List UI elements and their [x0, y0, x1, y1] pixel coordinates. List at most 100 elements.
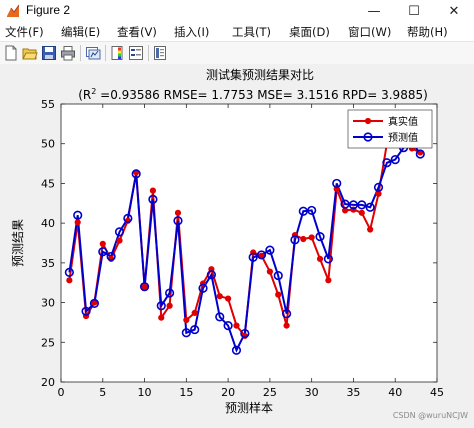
point-predicted [290, 235, 300, 245]
point-predicted [240, 328, 250, 339]
print-icon[interactable] [60, 45, 76, 61]
point-predicted [139, 282, 150, 292]
point-actual [74, 219, 81, 226]
y-tick-label: 25 [41, 336, 55, 349]
y-tick-label: 35 [41, 257, 55, 270]
maximize-button[interactable]: ☐ [408, 3, 420, 19]
title-bar: Figure 2 — ☐ ✕ [0, 0, 474, 23]
point-predicted [265, 245, 275, 255]
point-predicted [73, 210, 83, 220]
point-actual [316, 255, 324, 262]
point-actual [183, 316, 190, 324]
menu-window[interactable]: 窗口(W) [348, 25, 392, 39]
point-predicted [131, 169, 141, 179]
menu-help[interactable]: 帮助(H) [407, 25, 448, 39]
menu-bar: 文件(F) 编辑(E) 查看(V) 插入(I) 工具(T) 桌面(D) 窗口(W… [0, 22, 474, 41]
point-actual [216, 293, 223, 300]
point-predicted [165, 288, 175, 298]
point-predicted [248, 252, 258, 262]
point-predicted [340, 199, 350, 209]
window-title: Figure 2 [26, 3, 71, 17]
point-actual [191, 309, 198, 316]
point-predicted [123, 213, 133, 223]
point-predicted [231, 345, 242, 355]
point-predicted [307, 205, 317, 216]
menu-desktop[interactable]: 桌面(D) [289, 25, 330, 39]
x-tick-label: 0 [58, 386, 65, 399]
y-tick-label: 45 [41, 177, 55, 190]
x-tick-label: 30 [305, 386, 319, 399]
point-predicted [89, 298, 100, 308]
point-predicted [298, 206, 308, 216]
point-predicted [390, 154, 400, 165]
menu-file[interactable]: 文件(F) [5, 25, 44, 39]
point-predicted [365, 202, 375, 212]
point-predicted [215, 312, 225, 322]
point-actual [308, 234, 315, 241]
point-predicted [373, 182, 384, 192]
point-predicted [223, 321, 233, 331]
point-actual [166, 302, 173, 309]
point-predicted [106, 251, 116, 262]
point-predicted [114, 227, 125, 237]
point-actual [300, 235, 307, 243]
x-tick-label: 45 [430, 386, 444, 399]
point-actual [158, 314, 165, 321]
matlab-figure-icon [7, 4, 20, 17]
legend-box [347, 109, 433, 149]
minimize-button[interactable]: — [367, 3, 381, 19]
chart-subtitle: (R2 =0.93586 RMSE= 1.7753 MSE= 3.1516 RP… [78, 87, 428, 102]
x-tick-label: 35 [346, 386, 360, 399]
chart-title: 测试集预测结果对比 [206, 67, 314, 82]
menu-view[interactable]: 查看(V) [117, 25, 157, 39]
point-actual [141, 283, 148, 290]
new-figure-icon[interactable] [3, 45, 19, 61]
menu-edit[interactable]: 编辑(E) [61, 25, 101, 39]
point-predicted [148, 194, 158, 204]
plot-frame [60, 103, 438, 383]
point-predicted [256, 250, 267, 260]
property-editor-icon[interactable] [152, 45, 168, 61]
open-file-icon[interactable] [22, 45, 38, 61]
legend: 真实值 预测值 [347, 109, 433, 149]
toolbar-separator [148, 45, 149, 61]
chart: 测试集预测结果对比 (R2 =0.93586 RMSE= 1.7753 MSE=… [11, 67, 468, 420]
point-predicted [173, 216, 183, 226]
point-actual [325, 277, 332, 284]
menu-tools[interactable]: 工具(T) [232, 25, 271, 39]
link-plot-icon[interactable] [85, 45, 101, 61]
x-tick-label: 25 [263, 386, 277, 399]
plot-area [61, 104, 437, 382]
legend-icon[interactable] [128, 45, 144, 61]
point-predicted [357, 200, 367, 210]
x-tick-label: 5 [99, 386, 106, 399]
point-actual [99, 240, 106, 247]
point-actual [66, 277, 73, 284]
point-predicted [315, 232, 325, 242]
point-predicted [332, 178, 342, 189]
close-button[interactable]: ✕ [448, 3, 460, 19]
point-actual [367, 226, 374, 233]
y-tick-label: 55 [41, 98, 55, 111]
save-icon[interactable] [41, 45, 57, 61]
figure-area: 测试集预测结果对比 (R2 =0.93586 RMSE= 1.7753 MSE=… [0, 64, 474, 424]
y-tick-label: 20 [41, 376, 55, 389]
legend-label-actual: 真实值 [388, 115, 418, 128]
colorbar-icon[interactable] [109, 45, 125, 61]
x-tick-label: 10 [138, 386, 152, 399]
legend-marker-predicted [363, 132, 373, 142]
point-predicted [323, 254, 333, 264]
point-actual [358, 209, 365, 216]
point-actual [116, 237, 123, 244]
point-actual [275, 291, 282, 298]
y-tick-label: 40 [41, 217, 55, 230]
toolbar-separator [80, 45, 81, 61]
menu-insert[interactable]: 插入(I) [174, 25, 210, 39]
x-tick-label: 40 [388, 386, 402, 399]
point-predicted [415, 149, 425, 159]
point-predicted [273, 270, 283, 281]
point-predicted [190, 324, 200, 335]
x-axis-label: 预测样本 [225, 400, 273, 415]
point-predicted [198, 283, 208, 293]
point-predicted [382, 158, 392, 168]
